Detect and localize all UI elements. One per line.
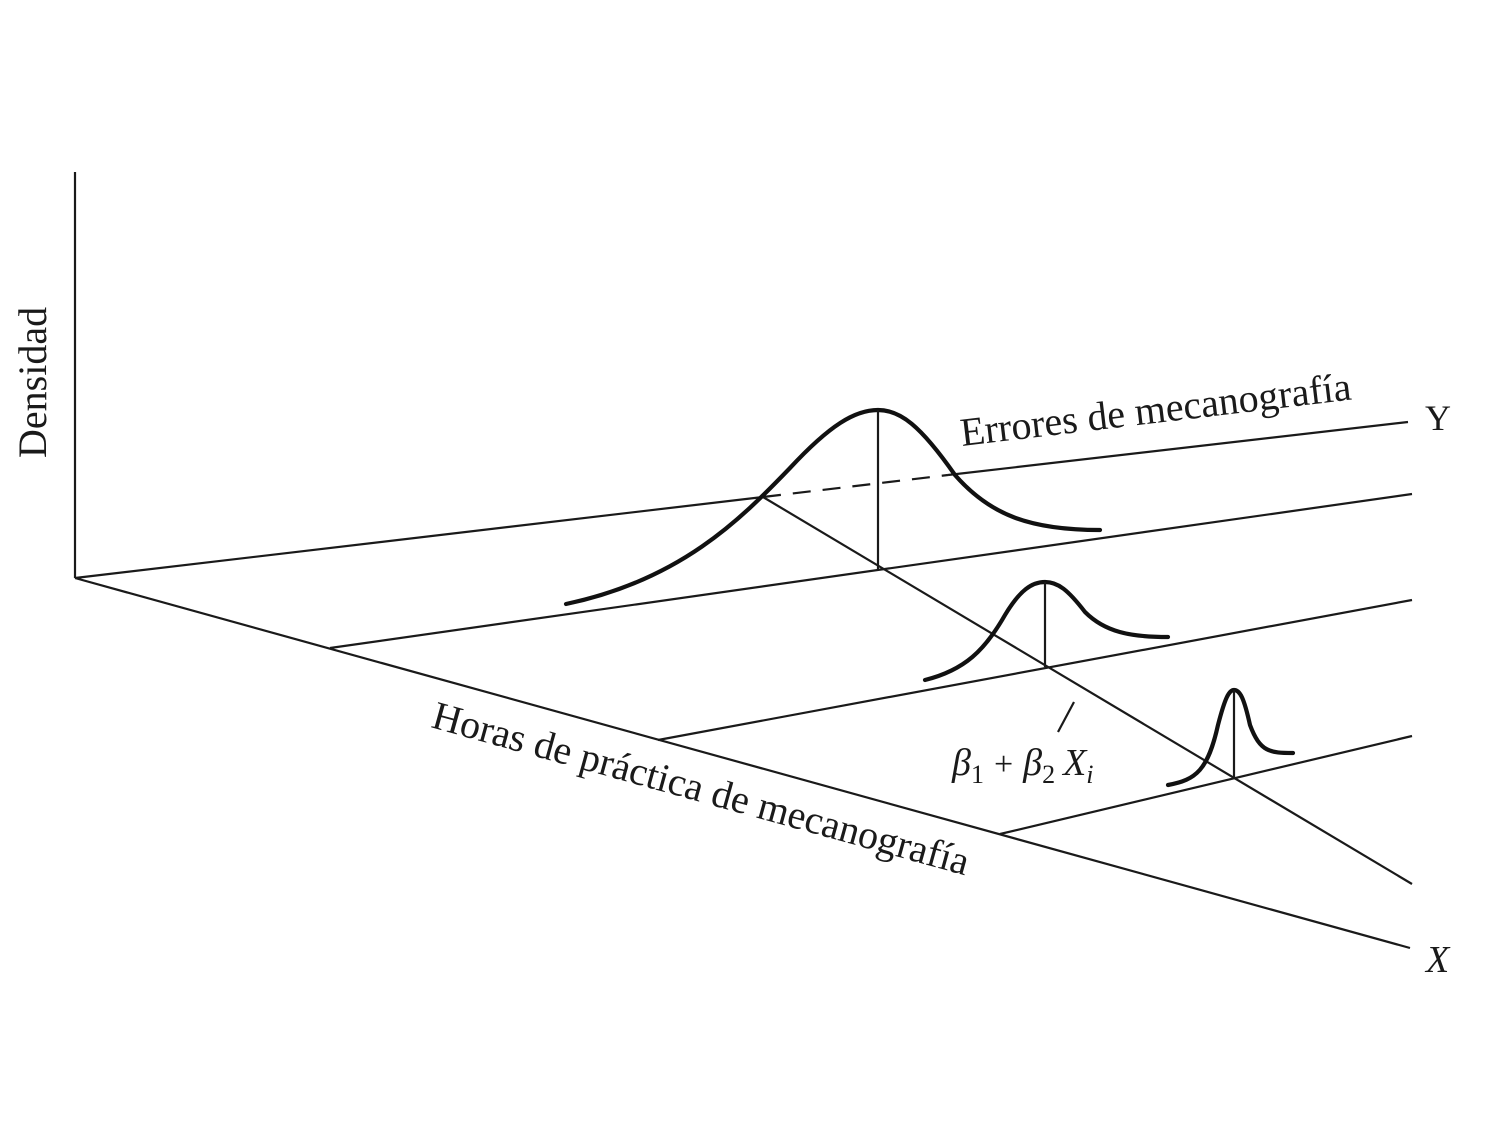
- regression-label: β1 + β2 Xi: [951, 742, 1094, 789]
- plus-sign: +: [994, 746, 1013, 783]
- y-axis-line-far: [947, 420, 1409, 477]
- grid-line-2: [657, 598, 1413, 742]
- x-axis-letter: X: [1424, 939, 1451, 981]
- x-variable: X: [1061, 742, 1088, 784]
- density-axis-label: Densidad: [10, 307, 55, 458]
- beta1-symbol: β: [951, 742, 971, 784]
- y-axis-label: Errores de mecanografía: [958, 364, 1354, 455]
- density-curve-1: [563, 407, 1103, 607]
- beta2-subscript: 2: [1042, 760, 1055, 789]
- x-axis-label: Horas de práctica de mecanografía: [428, 692, 975, 884]
- dashed-projection-line: [762, 473, 949, 499]
- x-axis-line: [74, 576, 1411, 950]
- grid-line-1: [329, 492, 1413, 650]
- y-axis-line: [74, 495, 764, 580]
- regression-line: [762, 496, 1413, 885]
- density-curve-3: [1165, 687, 1296, 788]
- grid-line-3: [999, 734, 1413, 836]
- regression-label-pointer: [1057, 701, 1075, 733]
- x-subscript: i: [1086, 760, 1093, 789]
- beta2-symbol: β: [1022, 742, 1042, 784]
- y-axis-letter: Y: [1425, 398, 1451, 438]
- beta1-subscript: 1: [971, 760, 984, 789]
